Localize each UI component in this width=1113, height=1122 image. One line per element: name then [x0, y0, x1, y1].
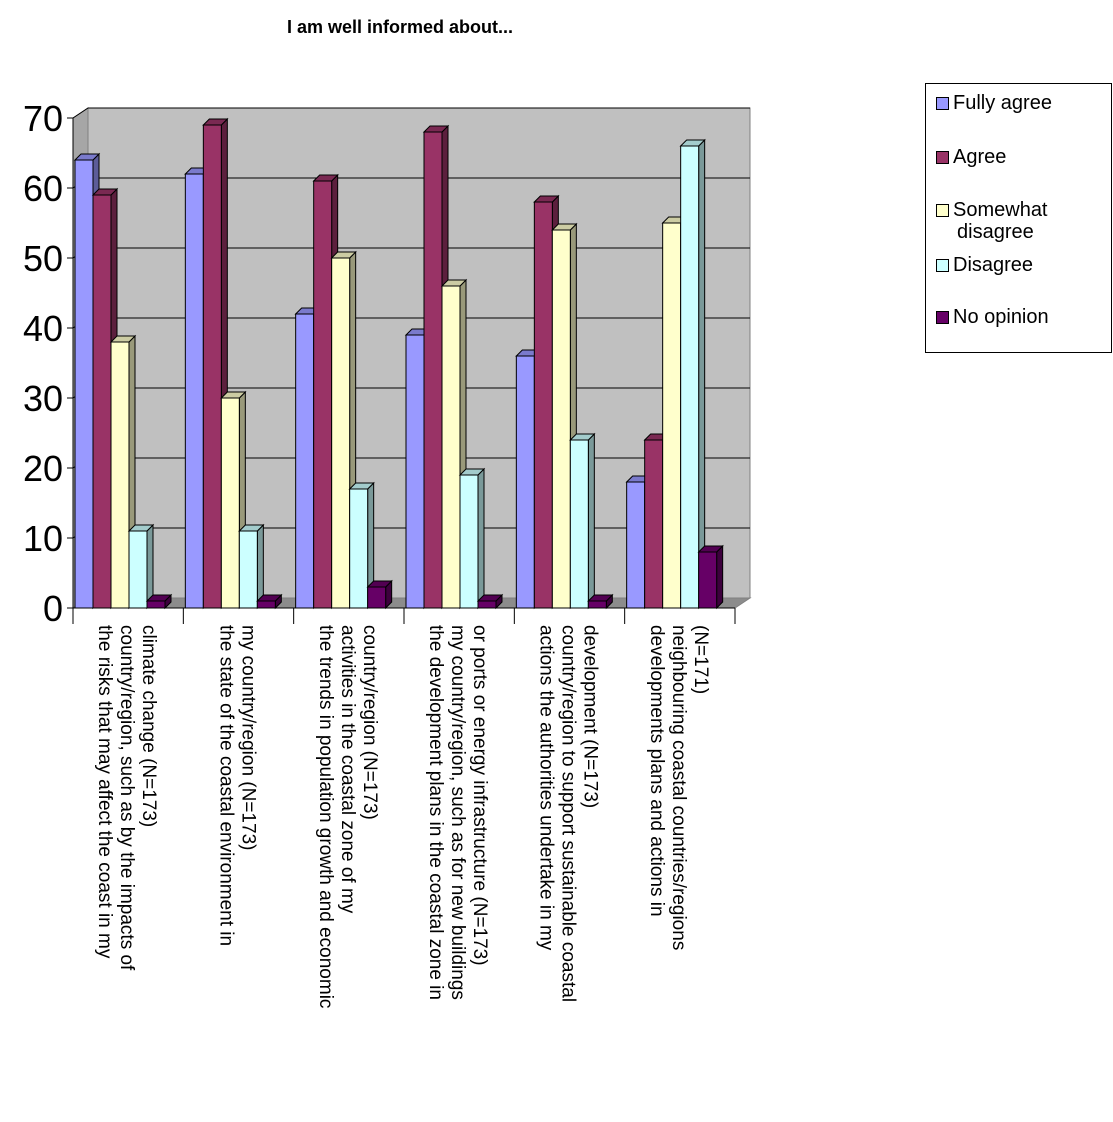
bar [331, 257, 351, 609]
x-tick-label-line: the trends in population growth and econ… [315, 625, 336, 1008]
legend-swatch [936, 259, 949, 272]
bar [587, 600, 607, 609]
bar [349, 488, 369, 609]
bar [92, 194, 112, 609]
x-tick-label: developments plans and actions inneighbo… [646, 625, 711, 950]
y-tick-label: 40 [23, 308, 63, 349]
bar [128, 530, 148, 609]
legend-swatch [936, 204, 949, 217]
legend-label: Disagree [953, 254, 1034, 276]
x-tick-label-line: my country/region, such as for new build… [447, 625, 468, 1000]
y-tick-label: 10 [23, 518, 63, 559]
x-tick-label-line: or ports or energy infrastructure (N=173… [469, 625, 490, 966]
legend: Fully agree Agree Somewhat disagree Disagree… [925, 83, 1112, 353]
bar-side [477, 467, 485, 610]
x-tick-label: the trends in population growth and econ… [315, 625, 380, 1008]
y-tick-label: 30 [23, 378, 63, 419]
legend-item: Fully agree [936, 92, 1106, 114]
x-tick-label-line: neighbouring coastal countries/regions [668, 625, 689, 950]
bar-side [698, 138, 706, 610]
x-tick-label-line: country/region, such as by the impacts o… [116, 625, 137, 971]
legend-label: disagree [957, 221, 1034, 243]
bar [256, 600, 276, 609]
y-tick-label: 20 [23, 448, 63, 489]
legend-swatch [936, 311, 949, 324]
gridline [72, 107, 750, 119]
bar [515, 355, 535, 609]
bar [680, 145, 700, 609]
x-tick-label-line: climate change (N=173) [138, 625, 159, 827]
bar [423, 131, 443, 609]
x-tick-label-line: country/region (N=173) [359, 625, 380, 820]
bar [202, 124, 222, 609]
bar [220, 397, 240, 609]
bar [644, 439, 664, 609]
legend-item: Agree [936, 146, 1106, 168]
x-tick-label-line: (N=171) [690, 625, 711, 694]
x-tick-label-line: the development plans in the coastal zon… [425, 625, 446, 1000]
bar-side [587, 432, 595, 610]
legend-label: No opinion [953, 306, 1049, 328]
x-tick-label: the development plans in the coastal zon… [425, 625, 490, 1000]
bar [74, 159, 94, 609]
x-tick-label-line: my country/region (N=173) [238, 625, 259, 850]
bar [184, 173, 204, 609]
legend-swatch [936, 97, 949, 110]
legend-label: Agree [953, 146, 1007, 168]
x-tick-label: actions the authorities undertake in myc… [536, 625, 601, 1002]
bar [441, 285, 461, 609]
bar [533, 201, 553, 609]
x-tick-label: the risks that may affect the coast in m… [94, 625, 159, 971]
bar [313, 180, 333, 609]
bar [477, 600, 497, 609]
y-tick-label: 0 [43, 588, 63, 629]
bar [698, 551, 718, 609]
legend-label: Fully agree [953, 92, 1052, 114]
y-tick-label: 60 [23, 168, 63, 209]
legend-item: Somewhat disagree [936, 199, 1106, 243]
bar [295, 313, 315, 609]
bar [238, 530, 258, 609]
bar [569, 439, 589, 609]
bar [405, 334, 425, 609]
bar [459, 474, 479, 609]
chart-title: I am well informed about... [287, 17, 513, 37]
x-tick-label-line: country/region to support sustainable co… [558, 625, 579, 1002]
x-tick-label-line: the risks that may affect the coast in m… [94, 625, 115, 959]
bar [146, 600, 166, 609]
bar [662, 222, 682, 609]
y-tick-label: 70 [23, 98, 63, 139]
bar [626, 481, 646, 609]
legend-item: Disagree [936, 254, 1106, 276]
legend-item: No opinion [936, 306, 1106, 328]
x-tick-label-line: the state of the coastal environment in [216, 625, 237, 946]
x-tick-label-line: developments plans and actions in [646, 625, 667, 917]
bar-side [716, 544, 724, 610]
bar [110, 341, 130, 609]
legend-swatch [936, 151, 949, 164]
y-tick-label: 50 [23, 238, 63, 279]
x-tick-label-line: actions the authorities undertake in my [536, 625, 557, 951]
bar [551, 229, 571, 609]
bar [367, 586, 387, 609]
x-tick-label-line: activities in the coastal zone of my [337, 625, 358, 914]
x-tick-label-line: development (N=173) [580, 625, 601, 808]
legend-label: Somewhat [953, 199, 1048, 221]
x-tick-label: the state of the coastal environment inm… [216, 625, 259, 946]
